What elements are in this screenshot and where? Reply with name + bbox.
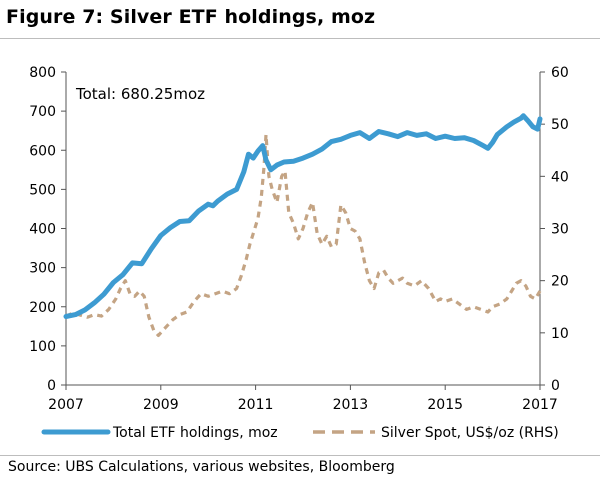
title-divider bbox=[0, 38, 600, 39]
total-annotation: Total: 680.25moz bbox=[75, 85, 205, 103]
x-tick-label: 2015 bbox=[427, 397, 463, 413]
left-tick-label: 400 bbox=[29, 222, 56, 238]
right-tick-label: 30 bbox=[551, 222, 569, 238]
x-tick-label: 2011 bbox=[238, 397, 274, 413]
x-tick-label: 2009 bbox=[143, 397, 179, 413]
spot-series-layer bbox=[65, 133, 542, 337]
left-tick-label: 700 bbox=[29, 104, 56, 120]
legend-label-etf: Total ETF holdings, moz bbox=[112, 425, 278, 441]
right-tick-label: 60 bbox=[551, 65, 569, 81]
right-tick-label: 40 bbox=[551, 169, 569, 185]
left-tick-label: 0 bbox=[47, 378, 56, 394]
x-tick-label: 2017 bbox=[522, 397, 558, 413]
right-tick-label: 0 bbox=[551, 378, 560, 394]
legend-label-spot: Silver Spot, US$/oz (RHS) bbox=[381, 425, 559, 441]
etf-series-line bbox=[63, 113, 543, 319]
left-tick-label: 500 bbox=[29, 182, 56, 198]
source-note: Source: UBS Calculations, various websit… bbox=[8, 459, 395, 475]
x-tick-label: 2013 bbox=[333, 397, 369, 413]
etf-series-layer bbox=[63, 113, 543, 319]
axes-layer: 0 100 200 300 400 500 600 700 800 0 10 20 30 40 50 60 20… bbox=[29, 65, 569, 413]
left-tick-label: 300 bbox=[29, 261, 56, 277]
figure-title: Figure 7: Silver ETF holdings, moz bbox=[6, 6, 376, 28]
left-tick-label: 100 bbox=[29, 339, 56, 355]
left-tick-label: 800 bbox=[29, 65, 56, 81]
left-tick-label: 600 bbox=[29, 143, 56, 159]
right-tick-label: 50 bbox=[551, 117, 569, 133]
x-tick-label: 2007 bbox=[48, 397, 84, 413]
right-tick-label: 10 bbox=[551, 326, 569, 342]
source-divider bbox=[0, 455, 600, 456]
right-tick-label: 20 bbox=[551, 274, 569, 290]
legend: Total ETF holdings, moz Silver Spot, US$… bbox=[41, 425, 559, 441]
left-tick-label: 200 bbox=[29, 300, 56, 316]
spot-series-line bbox=[65, 133, 542, 337]
